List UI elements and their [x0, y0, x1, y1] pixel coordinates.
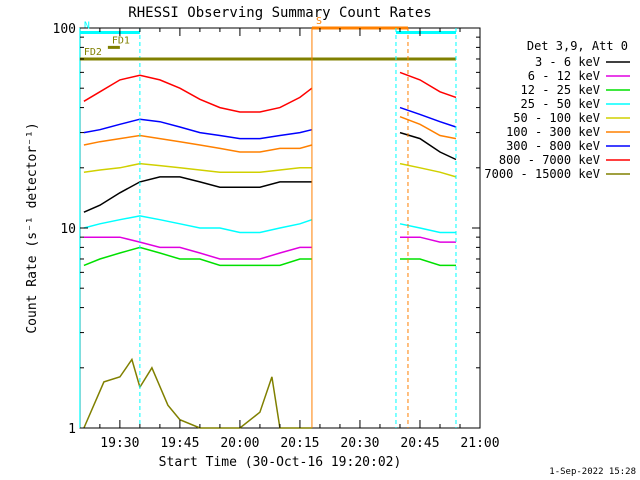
series-line-0-1 — [399, 131, 457, 161]
x-tick-label-2: 20:00 — [220, 436, 259, 451]
series-line-2-1 — [400, 258, 456, 267]
x-tick-label-4: 20:30 — [340, 436, 379, 451]
series-line-7-1 — [399, 71, 457, 99]
legend-label-0: 3 - 6 keV — [535, 55, 600, 69]
series-line-0-0 — [83, 176, 312, 213]
legend-header: Det 3,9, Att 0 — [527, 39, 628, 53]
x-axis: 19:30 19:45 20:00 20:15 20:30 20:45 21:00 — [99, 28, 500, 451]
legend-label-5: 100 - 300 keV — [506, 125, 600, 139]
series-line-1-1 — [400, 236, 456, 243]
series-line-8-0 — [83, 357, 312, 429]
flag-label-3: S — [316, 16, 322, 27]
x-tick-label-3: 20:15 — [280, 436, 319, 451]
legend-label-7: 800 - 7000 keV — [499, 153, 600, 167]
series-line-3-0 — [83, 215, 313, 234]
series-line-5-1 — [399, 115, 457, 140]
series-line-5-0 — [83, 134, 313, 153]
legend-label-4: 50 - 100 keV — [513, 111, 600, 125]
series-layer — [83, 71, 457, 429]
footer-date: 1-Sep-2022 15:28 — [549, 467, 636, 477]
y-axis: 1 10 100 — [53, 22, 480, 437]
plot-area: N FD1 FD2 S 19:30 19:45 20:00 20:15 20:30 20:45 2… — [53, 16, 500, 451]
legend-label-6: 300 - 800 keV — [506, 139, 600, 153]
y-tick-label-0: 1 — [68, 422, 76, 437]
x-tick-label-6: 21:00 — [460, 436, 499, 451]
series-line-2-0 — [83, 246, 312, 267]
flag-label-0: N — [84, 20, 90, 31]
series-line-4-0 — [83, 162, 312, 173]
series-line-7-0 — [83, 74, 313, 113]
flag-label-2: FD2 — [84, 47, 102, 58]
x-tick-label-1: 19:45 — [160, 436, 199, 451]
legend-label-2: 12 - 25 keV — [521, 83, 600, 97]
legend-label-8: 7000 - 15000 keV — [484, 167, 600, 181]
series-line-6-0 — [83, 118, 313, 140]
y-tick-label-1: 10 — [60, 222, 76, 237]
series-line-3-1 — [399, 223, 456, 234]
series-line-4-1 — [399, 162, 457, 178]
y-tick-label-2: 100 — [53, 22, 76, 37]
series-line-6-1 — [399, 106, 457, 128]
flag-label-1: FD1 — [112, 35, 130, 46]
legend-label-3: 25 - 50 keV — [521, 97, 600, 111]
annotation-layer: N FD1 FD2 S — [79, 16, 457, 428]
x-tick-label-5: 20:45 — [400, 436, 439, 451]
x-tick-label-0: 19:30 — [100, 436, 139, 451]
series-line-1-0 — [83, 236, 312, 260]
y-axis-label: Count Rate (s⁻¹ detector⁻¹) — [25, 122, 40, 333]
legend-label-1: 6 - 12 keV — [528, 69, 600, 83]
chart-title: RHESSI Observing Summary Count Rates — [128, 5, 431, 21]
x-axis-label: Start Time (30-Oct-16 19:20:02) — [159, 455, 402, 470]
